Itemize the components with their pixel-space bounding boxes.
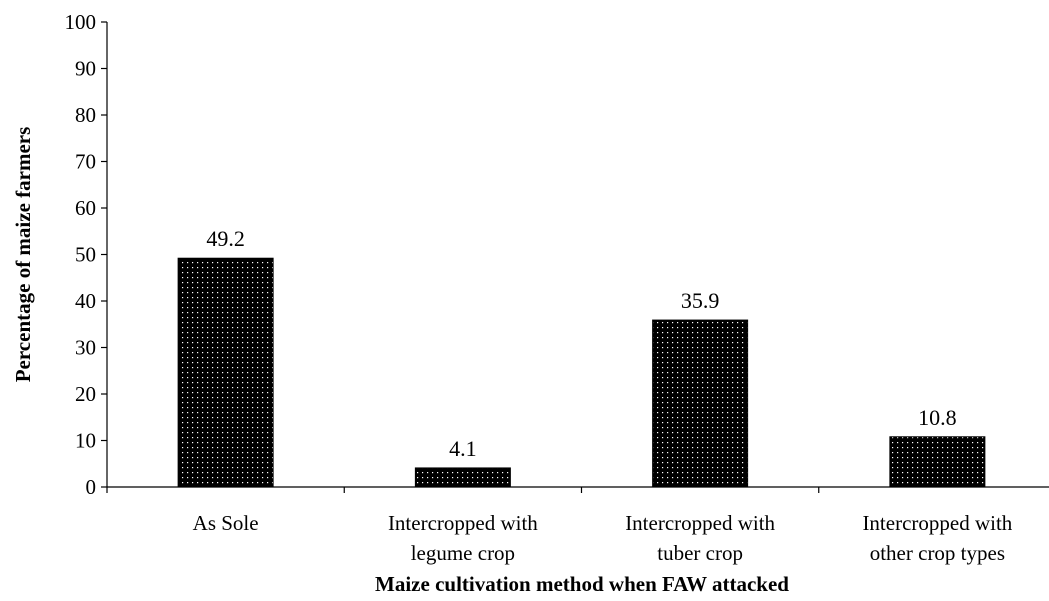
y-tick-label: 30 — [75, 336, 96, 360]
bar — [652, 319, 749, 488]
data-label: 4.1 — [449, 436, 477, 461]
bar — [177, 257, 274, 488]
x-category-label-line: Intercropped with — [862, 511, 1012, 535]
y-tick-label: 0 — [86, 475, 97, 499]
data-label: 35.9 — [681, 288, 720, 313]
x-axis-categories: As Sole Intercropped with legume cropInter… — [193, 511, 1013, 565]
data-label: 10.8 — [918, 405, 957, 430]
data-labels: 49.2 4.1 35.9 10.8 — [206, 226, 956, 461]
data-label: 49.2 — [206, 226, 245, 251]
y-tick-label: 70 — [75, 150, 96, 174]
bar — [414, 467, 511, 488]
x-category-label-line: other crop types — [870, 541, 1005, 565]
x-category-label: Intercropped with legume crop — [388, 511, 538, 565]
y-tick-label: 10 — [75, 429, 96, 453]
y-axis-title: Percentage of maize farmers — [11, 127, 35, 383]
y-tick-label: 20 — [75, 382, 96, 406]
y-tick-label: 60 — [75, 196, 96, 220]
y-tick-label: 90 — [75, 57, 96, 81]
x-category-label-line: As Sole — [193, 511, 259, 535]
x-category-label: Intercropped with other crop types — [862, 511, 1012, 565]
bars — [177, 257, 986, 488]
x-category-label: Intercropped with tuber crop — [625, 511, 775, 565]
y-tick-label: 50 — [75, 243, 96, 267]
x-category-label: As Sole — [193, 511, 259, 535]
bar — [889, 436, 986, 488]
y-axis-ticks: 0 10 20 30 40 50 60 70 80 90 100 — [65, 10, 820, 499]
x-category-label-line: Intercropped with — [388, 511, 538, 535]
y-tick-label: 40 — [75, 289, 96, 313]
x-category-label-line: tuber crop — [657, 541, 743, 565]
y-tick-label: 80 — [75, 103, 96, 127]
x-axis-title: Maize cultivation method when FAW attack… — [375, 572, 789, 596]
y-tick-label: 100 — [65, 10, 97, 34]
x-category-label-line: Intercropped with — [625, 511, 775, 535]
x-category-label-line: legume crop — [411, 541, 515, 565]
